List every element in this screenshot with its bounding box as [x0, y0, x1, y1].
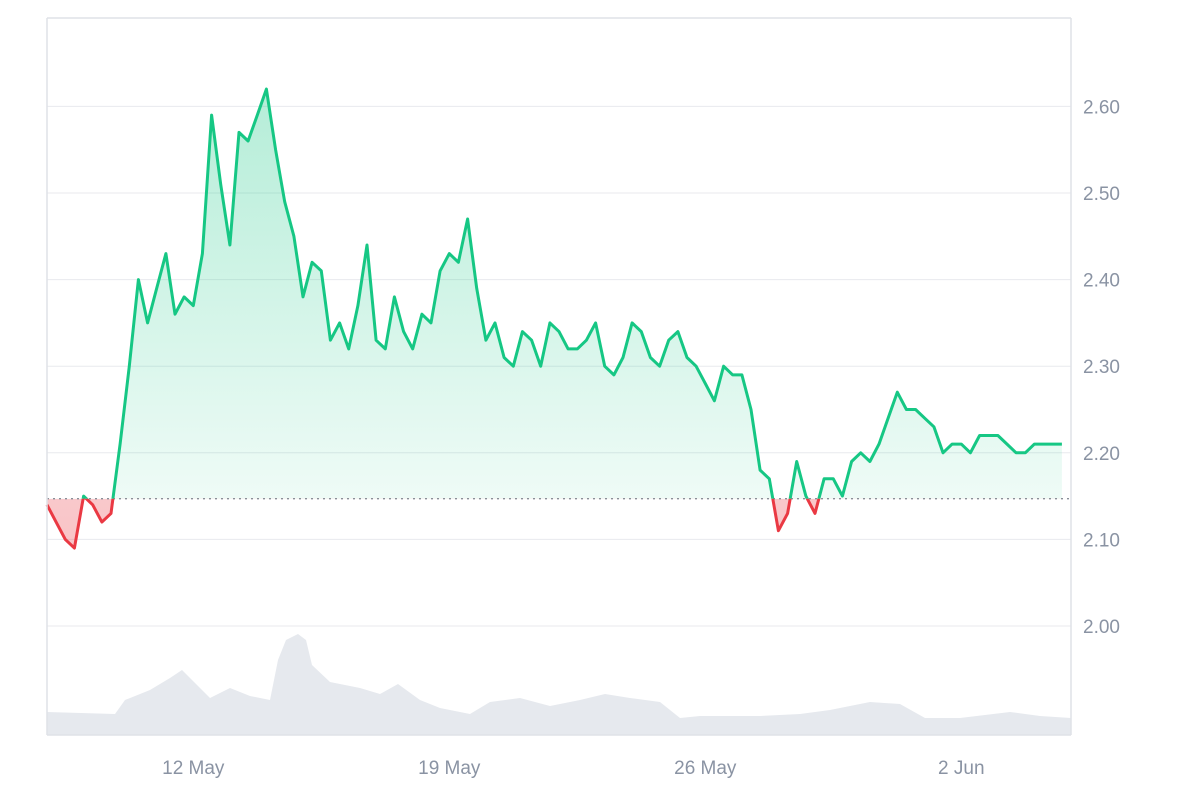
x-axis-labels: 12 May 19 May 26 May 2 Jun [162, 758, 984, 779]
x-tick-label-2: 26 May [674, 758, 737, 779]
volume-silhouette [47, 634, 1071, 735]
price-line-up [81, 87, 1062, 499]
y-tick-label-1: 2.10 [1083, 530, 1120, 551]
y-tick-label-4: 2.40 [1083, 271, 1120, 292]
y-tick-label-6: 2.60 [1083, 97, 1120, 118]
y-axis-labels: 2.00 2.10 2.20 2.30 2.40 2.50 2.60 [1083, 97, 1120, 638]
volume-area [47, 634, 1071, 735]
price-lines [45, 87, 1062, 550]
x-tick-label-3: 2 Jun [938, 758, 984, 779]
chart-frame [46, 17, 1072, 736]
y-tick-label-0: 2.00 [1083, 617, 1120, 638]
x-tick-label-0: 12 May [162, 758, 225, 779]
y-tick-label-2: 2.20 [1083, 444, 1120, 465]
y-tick-label-5: 2.50 [1083, 184, 1120, 205]
area-above-reference [83, 89, 1062, 499]
x-tick-label-1: 19 May [418, 758, 481, 779]
area-fills [47, 89, 1062, 549]
y-tick-label-3: 2.30 [1083, 357, 1120, 378]
